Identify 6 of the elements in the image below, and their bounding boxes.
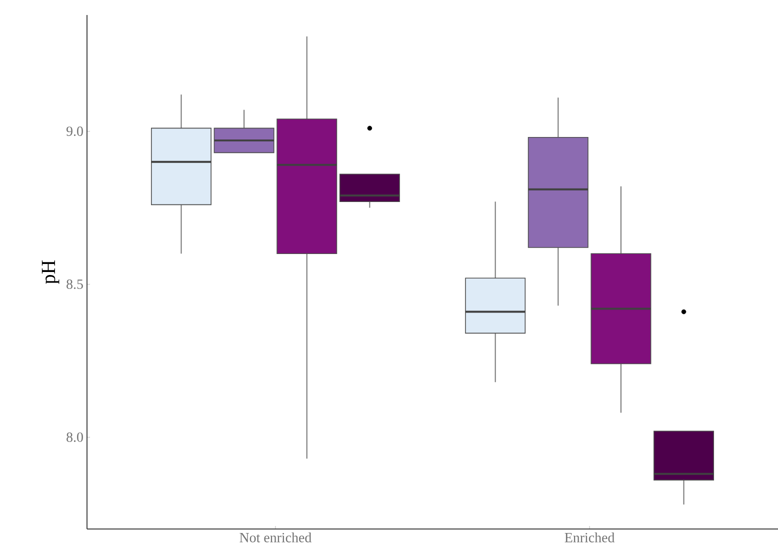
y-tick-label: 9.0 [66, 126, 83, 136]
y-tick-label: 8.0 [66, 432, 83, 442]
x-tick-label: Not enriched [240, 532, 312, 542]
y-tick-label: 8.5 [66, 279, 83, 289]
x-tick-label: Enriched [564, 532, 615, 542]
y-axis-title: pH [42, 260, 60, 284]
